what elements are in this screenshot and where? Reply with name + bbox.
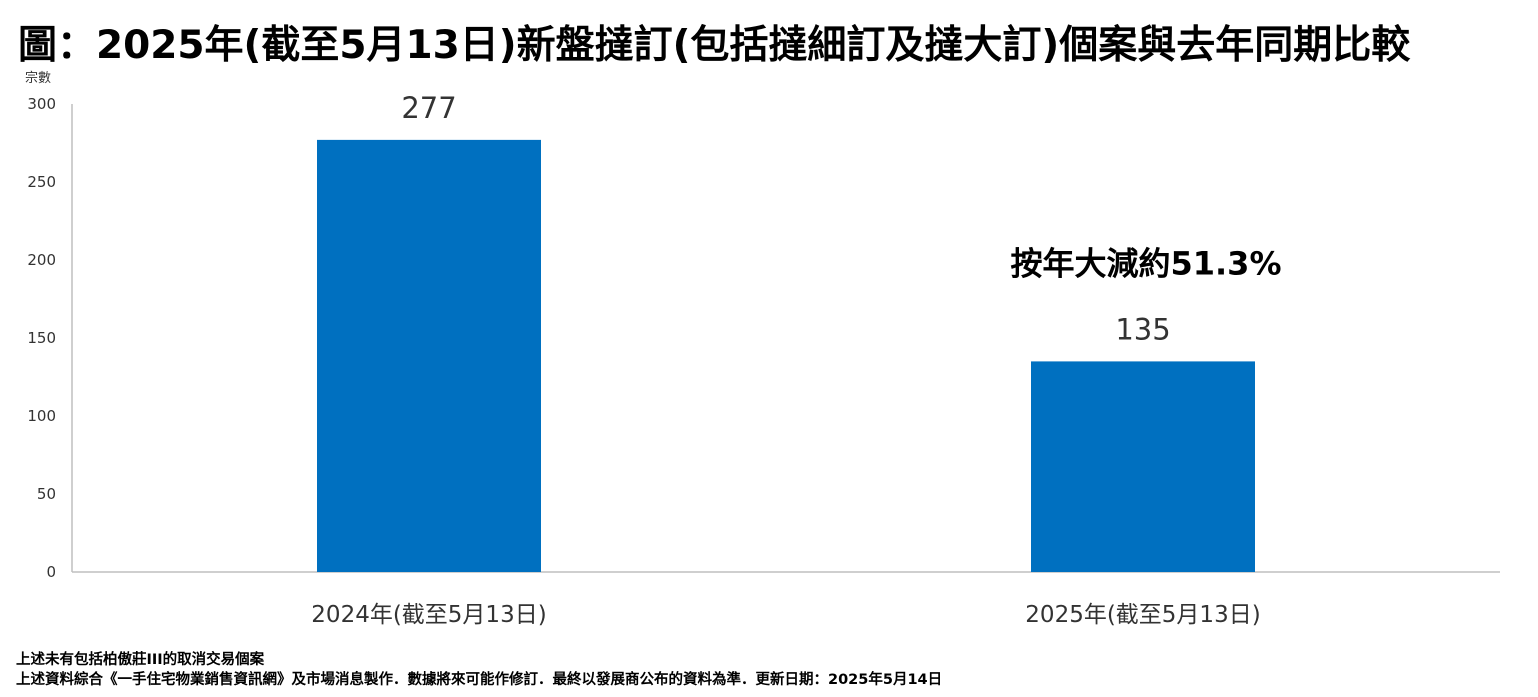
- data-label: 277: [401, 91, 456, 125]
- category-label: 2025年(截至5月13日): [1025, 602, 1260, 628]
- y-tick-label: 100: [27, 407, 56, 425]
- category-label: 2024年(截至5月13日): [311, 602, 546, 628]
- y-axis-unit-label: 宗數: [25, 70, 51, 86]
- chart-title: 圖：2025年(截至5月13日)新盤撻訂(包括撻細訂及撻大訂)個案與去年同期比較: [18, 23, 1411, 68]
- category-labels: 2024年(截至5月13日) 2025年(截至5月13日): [311, 602, 1260, 628]
- y-axis-ticks: 0 50 100 150 200 250 300: [27, 95, 56, 581]
- y-tick-label: 300: [27, 95, 56, 113]
- footnote-exclusion: 上述未有包括柏傲莊III的取消交易個案: [16, 652, 265, 668]
- y-tick-label: 150: [27, 329, 56, 347]
- footnote-source: 上述資料綜合《一手住宅物業銷售資訊網》及市場消息製作．數據將來可能作修訂．最終以…: [16, 672, 943, 688]
- y-tick-label: 200: [27, 251, 56, 269]
- bar: [1031, 361, 1255, 572]
- y-tick-label: 250: [27, 173, 56, 191]
- bar: [317, 139, 541, 572]
- change-annotation: 按年大減約51.3%: [1010, 244, 1281, 282]
- y-tick-label: 50: [37, 485, 56, 503]
- y-tick-label: 0: [46, 563, 56, 581]
- data-labels: 277 135: [401, 91, 1170, 347]
- data-label: 135: [1115, 312, 1170, 346]
- bars: [317, 139, 1255, 572]
